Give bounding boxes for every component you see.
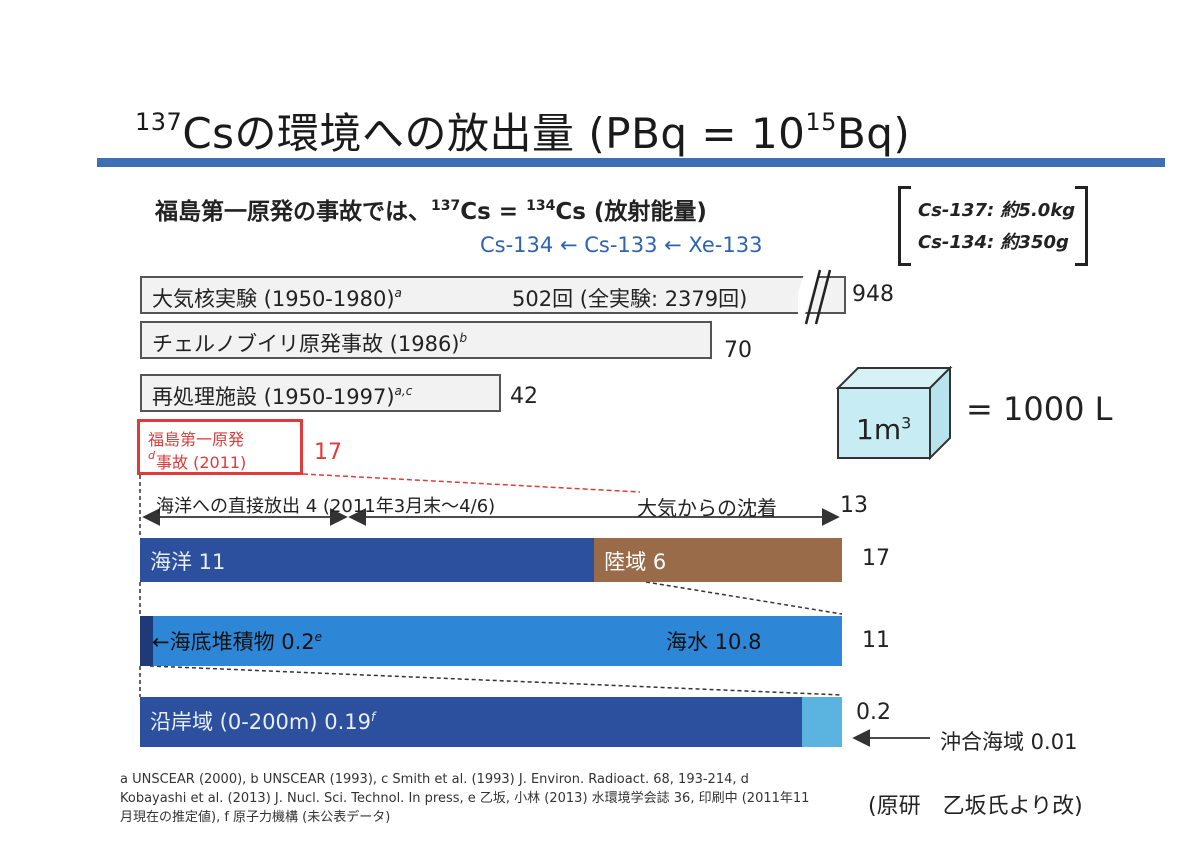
segment-seawater — [152, 616, 842, 666]
value-fukushima: 17 — [314, 440, 342, 465]
value-chernobyl: 70 — [724, 338, 752, 363]
segment-label-coastal: 沿岸域 (0-200m) 0.19f — [150, 710, 376, 734]
segment-label-seawater: 海水 10.8 — [666, 630, 762, 654]
segment-seabed — [140, 616, 153, 666]
bracket-left — [898, 186, 911, 266]
references: a UNSCEAR (2000), b UNSCEAR (1993), c Sm… — [120, 772, 810, 825]
value-reprocessing: 42 — [510, 384, 538, 409]
axis-break-icon — [798, 268, 832, 326]
cube-equivalence: = 1000 L — [966, 390, 1113, 428]
bracket-right — [1075, 186, 1088, 266]
bar-extra-tests-count: 502回 (全実験: 2379回) — [512, 287, 748, 311]
bar-atmospheric-tests: 大気核実験 (1950-1980)a 502回 (全実験: 2379回) — [140, 268, 846, 326]
value-atmospheric-tests: 948 — [852, 282, 894, 307]
bar-chernobyl: チェルノブイリ原発事故 (1986)b — [140, 321, 712, 359]
segment-coastal: 沿岸域 (0-200m) 0.19f — [140, 697, 802, 747]
decay-chain: Cs-134 ← Cs-133 ← Xe-133 — [480, 233, 763, 257]
label-deposition: 大気からの沈着 — [637, 496, 777, 520]
subtitle: 福島第一原発の事故では、137Cs = 134Cs (放射能量) — [155, 198, 707, 225]
mass-cs137: Cs-137: 約5.0kg — [918, 200, 1076, 221]
credit: (原研 乙坂氏より改) — [868, 794, 1083, 819]
value-deposition: 13 — [840, 493, 868, 518]
value-level2-total: 11 — [862, 628, 890, 653]
value-level3-total: 0.2 — [856, 700, 891, 725]
value-level1-total: 17 — [862, 546, 890, 571]
segment-label-seabed: ←海底堆積物 0.2e — [152, 630, 323, 654]
segment-ocean: 海洋 11 — [140, 538, 595, 582]
bar-label-chernobyl: チェルノブイリ原発事故 (1986)b — [152, 331, 468, 356]
fukushima-label-line1: 福島第一原発 — [148, 430, 245, 449]
fukushima-label-line2: 事故 (2011) d — [148, 449, 247, 472]
mass-note: Cs-137: 約5.0kg Cs-134: 約350g — [898, 186, 1088, 266]
page-title: 137Csの環境への放出量 (PBq = 1015Bq) — [135, 108, 911, 158]
bar-label-reprocessing: 再処理施設 (1950-1997)a,c — [152, 384, 413, 409]
cube-label: 1m3 — [856, 413, 912, 446]
cube-icon — [836, 366, 953, 461]
bar-fukushima: 福島第一原発 事故 (2011) d — [137, 419, 303, 475]
label-direct-release: 海洋への直接放出 4 (2011年3月末～4/6) — [156, 496, 496, 517]
segment-land: 陸域 6 — [594, 538, 842, 582]
mass-cs134: Cs-134: 約350g — [918, 232, 1069, 253]
segment-label-ocean: 海洋 11 — [150, 550, 226, 574]
title-underline — [97, 158, 1165, 167]
segment-offshore — [802, 697, 842, 747]
bar-label-atmospheric-tests: 大気核実験 (1950-1980)a — [152, 286, 402, 311]
bar-reprocessing: 再処理施設 (1950-1997)a,c — [140, 374, 501, 412]
segment-label-land: 陸域 6 — [604, 550, 667, 574]
label-offshore: 沖合海域 0.01 — [940, 730, 1078, 754]
